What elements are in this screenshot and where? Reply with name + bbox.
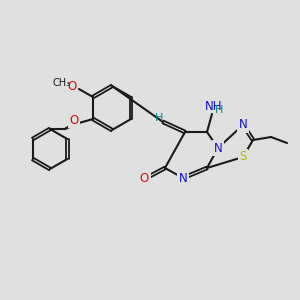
Text: O: O — [140, 169, 150, 182]
Text: N: N — [238, 118, 247, 131]
Text: O: O — [140, 172, 148, 185]
Text: N: N — [178, 172, 188, 184]
Text: O: O — [67, 80, 76, 92]
Text: CH₃: CH₃ — [53, 78, 71, 88]
Text: NH: NH — [205, 100, 223, 113]
Text: H: H — [215, 105, 223, 115]
Text: H: H — [155, 113, 163, 123]
Text: N: N — [214, 142, 222, 154]
Text: S: S — [239, 151, 247, 164]
Text: O: O — [69, 113, 79, 127]
